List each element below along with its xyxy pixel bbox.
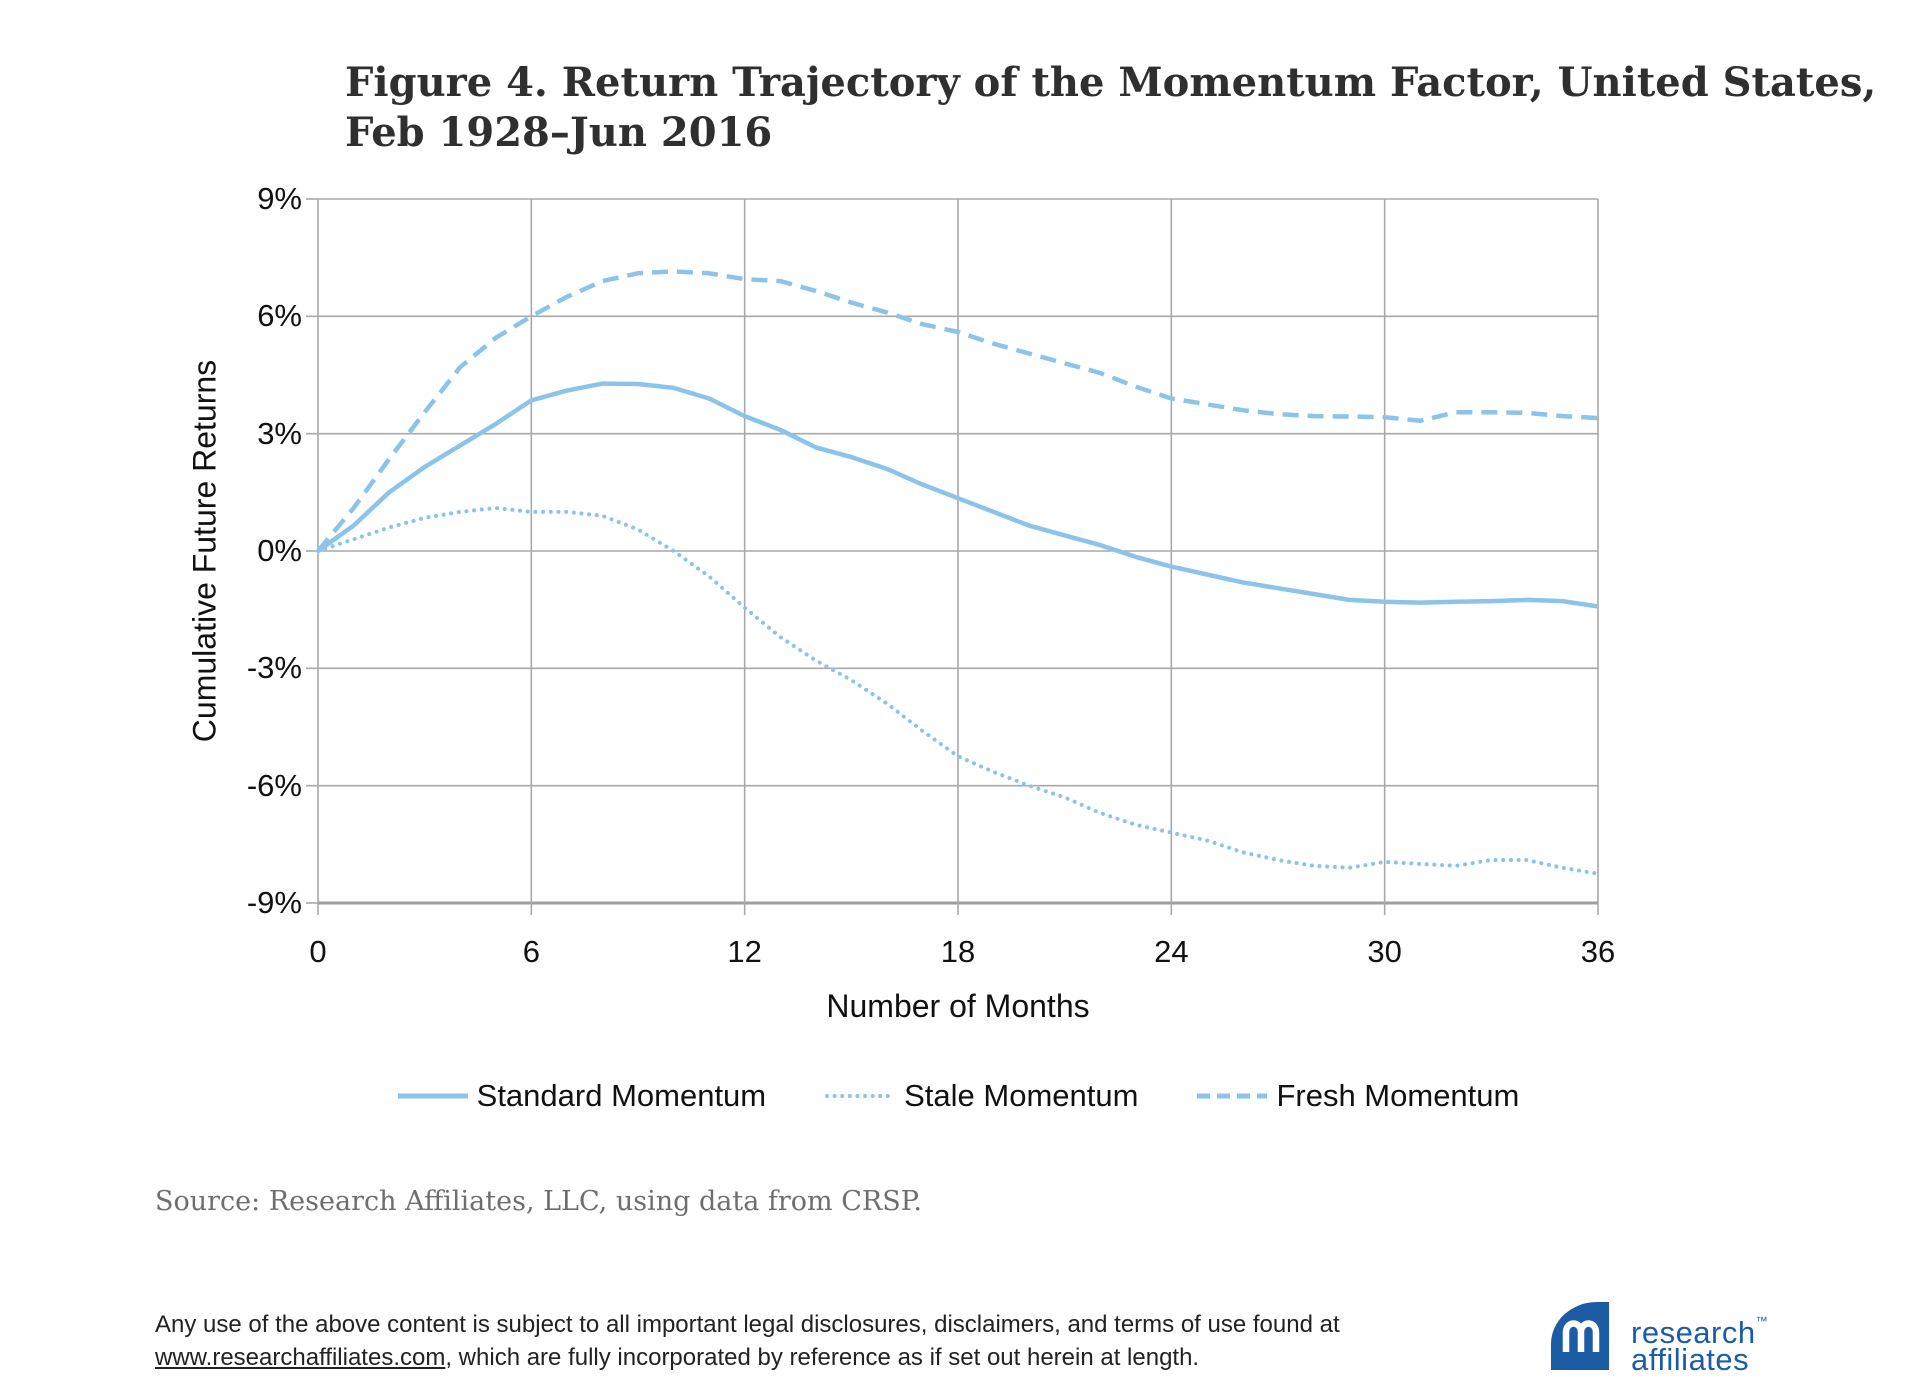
logo-word-research: research bbox=[1631, 1315, 1756, 1350]
y-axis-title: Cumulative Future Returns bbox=[186, 359, 223, 743]
logo-word-affiliates: affiliates bbox=[1631, 1342, 1750, 1377]
chart-title-line1: Figure 4. Return Trajectory of the Momen… bbox=[345, 59, 1877, 106]
x-tick-label: 18 bbox=[940, 934, 976, 969]
legend-label: Standard Momentum bbox=[476, 1078, 767, 1113]
x-tick-label: 36 bbox=[1580, 934, 1616, 969]
disclaimer-text: Any use of the above content is subject … bbox=[155, 1308, 1345, 1374]
x-tick-label: 24 bbox=[1154, 934, 1189, 969]
dashed-line-swatch-icon bbox=[1197, 1093, 1268, 1099]
legend-item-standard-momentum: Standard Momentum bbox=[397, 1078, 766, 1114]
source-note: Source: Research Affiliates, LLC, using … bbox=[155, 1186, 922, 1217]
trademark-symbol: ™ bbox=[1755, 1314, 1768, 1328]
y-tick-label: 3% bbox=[257, 415, 302, 451]
y-tick-label: 6% bbox=[257, 298, 302, 334]
legend-label: Fresh Momentum bbox=[1276, 1078, 1520, 1113]
research-affiliates-link[interactable]: www.researchaffiliates.com bbox=[155, 1344, 446, 1371]
dotted-line-swatch-icon bbox=[825, 1094, 897, 1098]
x-axis-title: Number of Months bbox=[826, 988, 1090, 1024]
chart-title-line2: Feb 1928–Jun 2016 bbox=[345, 109, 773, 156]
y-tick-label: -9% bbox=[246, 885, 302, 920]
legend-label: Stale Momentum bbox=[904, 1078, 1139, 1113]
x-tick-label: 6 bbox=[522, 934, 540, 969]
y-tick-label: 9% bbox=[257, 181, 302, 216]
logo-wordmark: research™ affiliates bbox=[1631, 1308, 1768, 1377]
ra-monogram-icon bbox=[1551, 1302, 1609, 1370]
y-tick-label: 0% bbox=[257, 533, 302, 568]
chart-legend: Standard Momentum Stale Momentum Fresh M… bbox=[318, 1078, 1598, 1114]
x-tick-label: 30 bbox=[1367, 934, 1402, 969]
disclaimer-before-link: Any use of the above content is subject … bbox=[155, 1311, 1340, 1338]
solid-line-swatch-icon bbox=[397, 1093, 468, 1099]
chart-title: Figure 4. Return Trajectory of the Momen… bbox=[345, 58, 1876, 158]
y-tick-label: -6% bbox=[246, 767, 302, 803]
disclaimer-after-link: , which are fully incorporated by refere… bbox=[445, 1344, 1200, 1371]
research-affiliates-logo: research™ affiliates bbox=[1551, 1302, 1768, 1377]
legend-item-fresh-momentum: Fresh Momentum bbox=[1196, 1078, 1519, 1114]
y-tick-label: -3% bbox=[246, 650, 302, 686]
legend-item-stale-momentum: Stale Momentum bbox=[824, 1078, 1138, 1114]
x-tick-label: 0 bbox=[309, 934, 327, 969]
x-tick-label: 12 bbox=[727, 934, 762, 969]
